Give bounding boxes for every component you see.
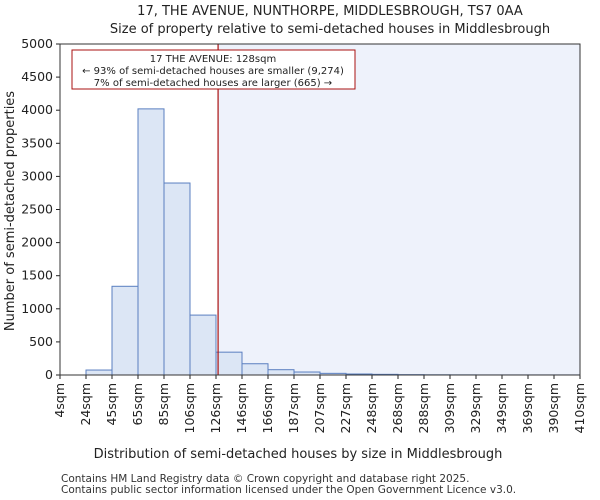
x-tick-label-410sqm: 410sqm [572, 383, 587, 433]
x-tick-label-187sqm: 187sqm [286, 383, 301, 433]
bar-106sqm [189, 314, 217, 376]
x-tick-label-329sqm: 329sqm [468, 383, 483, 433]
y-axis-label: Number of semi-detached properties [3, 91, 18, 331]
y-tick-label-1500: 1500 [21, 268, 53, 283]
y-tick-label-2000: 2000 [21, 235, 53, 250]
x-tick-label-146sqm: 146sqm [234, 383, 249, 433]
x-tick-label-126sqm: 126sqm [208, 383, 223, 433]
plot-frame [59, 43, 581, 376]
annotation-box: 17 THE AVENUE: 128sqm ← 93% of semi-deta… [71, 49, 356, 90]
bar-85sqm [163, 182, 191, 376]
bar-126sqm [215, 351, 243, 376]
footer-line1: Contains HM Land Registry data © Crown c… [61, 473, 470, 485]
y-tick-label-1000: 1000 [21, 301, 53, 316]
x-tick-label-166sqm: 166sqm [260, 383, 275, 433]
annotation-line3: 7% of semi-detached houses are larger (6… [94, 78, 332, 89]
y-tick-label-4500: 4500 [21, 69, 53, 84]
x-tick-label-349sqm: 349sqm [494, 383, 509, 433]
x-tick-label-207sqm: 207sqm [312, 383, 327, 433]
x-tick-label-24sqm: 24sqm [78, 383, 93, 426]
y-tick-label-4000: 4000 [21, 102, 53, 117]
x-tick-label-227sqm: 227sqm [338, 383, 353, 433]
x-axis-label: Distribution of semi-detached houses by … [94, 447, 503, 462]
y-tick-label-2500: 2500 [21, 202, 53, 217]
chart-title-line1: 17, THE AVENUE, NUNTHORPE, MIDDLESBROUGH… [137, 4, 523, 19]
y-tick-label-3000: 3000 [21, 168, 53, 183]
y-tick-label-500: 500 [29, 334, 53, 349]
annotation-line1: 17 THE AVENUE: 128sqm [150, 54, 276, 65]
bar-45sqm [111, 285, 139, 376]
bar-24sqm [85, 369, 113, 376]
x-tick-label-369sqm: 369sqm [520, 383, 535, 433]
bar-65sqm [137, 108, 165, 376]
bar-146sqm [241, 363, 269, 376]
bar-166sqm [267, 369, 295, 376]
x-tick-label-288sqm: 288sqm [416, 383, 431, 433]
x-tick-label-45sqm: 45sqm [104, 383, 119, 426]
y-tick-label-3500: 3500 [21, 135, 53, 150]
y-tick-label-5000: 5000 [21, 36, 53, 51]
y-tick-label-0: 0 [45, 367, 53, 382]
x-tick-label-106sqm: 106sqm [182, 383, 197, 433]
x-tick-label-4sqm: 4sqm [52, 383, 67, 418]
x-tick-label-248sqm: 248sqm [364, 383, 379, 433]
x-tick-label-268sqm: 268sqm [390, 383, 405, 433]
chart-title-line2: Size of property relative to semi-detach… [110, 22, 550, 37]
larger-region-shade [218, 44, 580, 375]
x-tick-label-65sqm: 65sqm [130, 383, 145, 426]
x-tick-label-309sqm: 309sqm [442, 383, 457, 433]
x-tick-label-390sqm: 390sqm [546, 383, 561, 433]
annotation-line2: ← 93% of semi-detached houses are smalle… [82, 66, 344, 77]
footer-line2: Contains public sector information licen… [61, 484, 517, 496]
x-tick-label-85sqm: 85sqm [156, 383, 171, 426]
